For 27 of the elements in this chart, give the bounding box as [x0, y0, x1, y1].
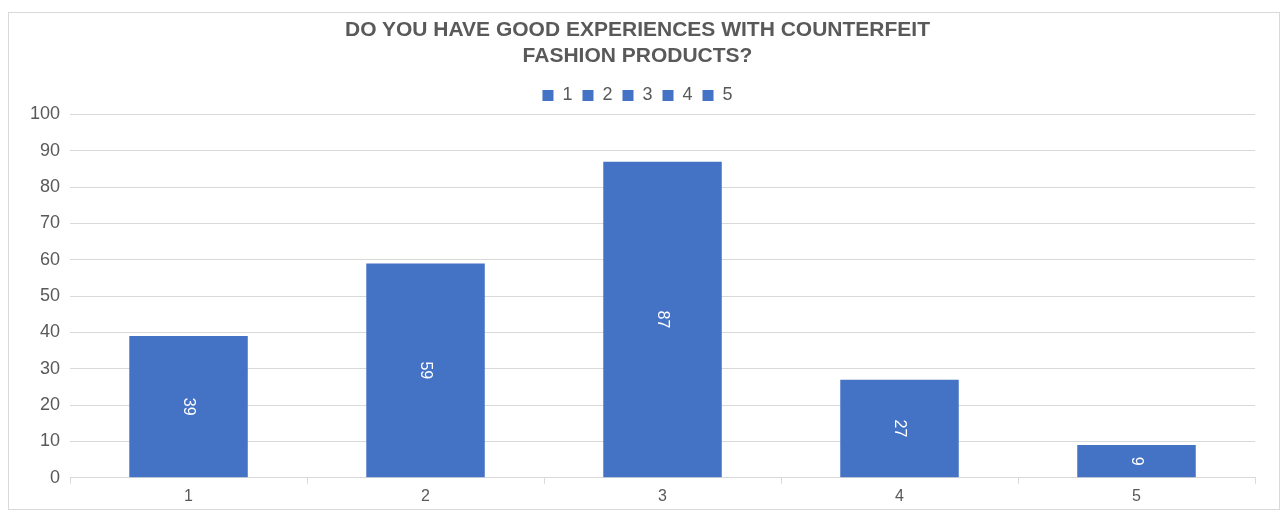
legend-label: 2 — [602, 84, 613, 105]
data-label: 27 — [892, 419, 910, 438]
y-tick-label: 100 — [29, 103, 61, 124]
x-tick-label: 5 — [1132, 486, 1142, 504]
legend-label: 1 — [562, 84, 573, 105]
x-tick-label: 2 — [421, 486, 431, 504]
x-tick-label: 3 — [658, 486, 668, 504]
y-tick-label: 70 — [40, 212, 61, 233]
x-tick-label: 1 — [184, 486, 194, 504]
y-tick-label: 60 — [40, 248, 61, 269]
legend-label: 5 — [722, 84, 733, 105]
x-tick-label: 4 — [895, 486, 905, 504]
y-tick-label: 20 — [40, 394, 61, 415]
y-tick-label: 40 — [40, 321, 61, 342]
data-label: 9 — [1129, 456, 1147, 466]
y-tick-label: 80 — [40, 176, 61, 197]
legend-label: 4 — [682, 84, 693, 105]
data-label: 39 — [181, 397, 199, 416]
y-tick-label: 30 — [40, 357, 61, 378]
data-label: 87 — [655, 310, 673, 329]
data-label: 59 — [418, 361, 436, 380]
y-tick-label: 90 — [40, 139, 61, 160]
y-tick-label: 10 — [40, 430, 61, 451]
y-tick-label: 50 — [40, 285, 61, 306]
legend-label: 3 — [642, 84, 653, 105]
chart-title: DO YOU HAVE GOOD EXPERIENCES WITH COUNTERFEIT FASHION PRODUCTS? — [345, 17, 931, 66]
y-tick-label: 0 — [50, 466, 61, 487]
